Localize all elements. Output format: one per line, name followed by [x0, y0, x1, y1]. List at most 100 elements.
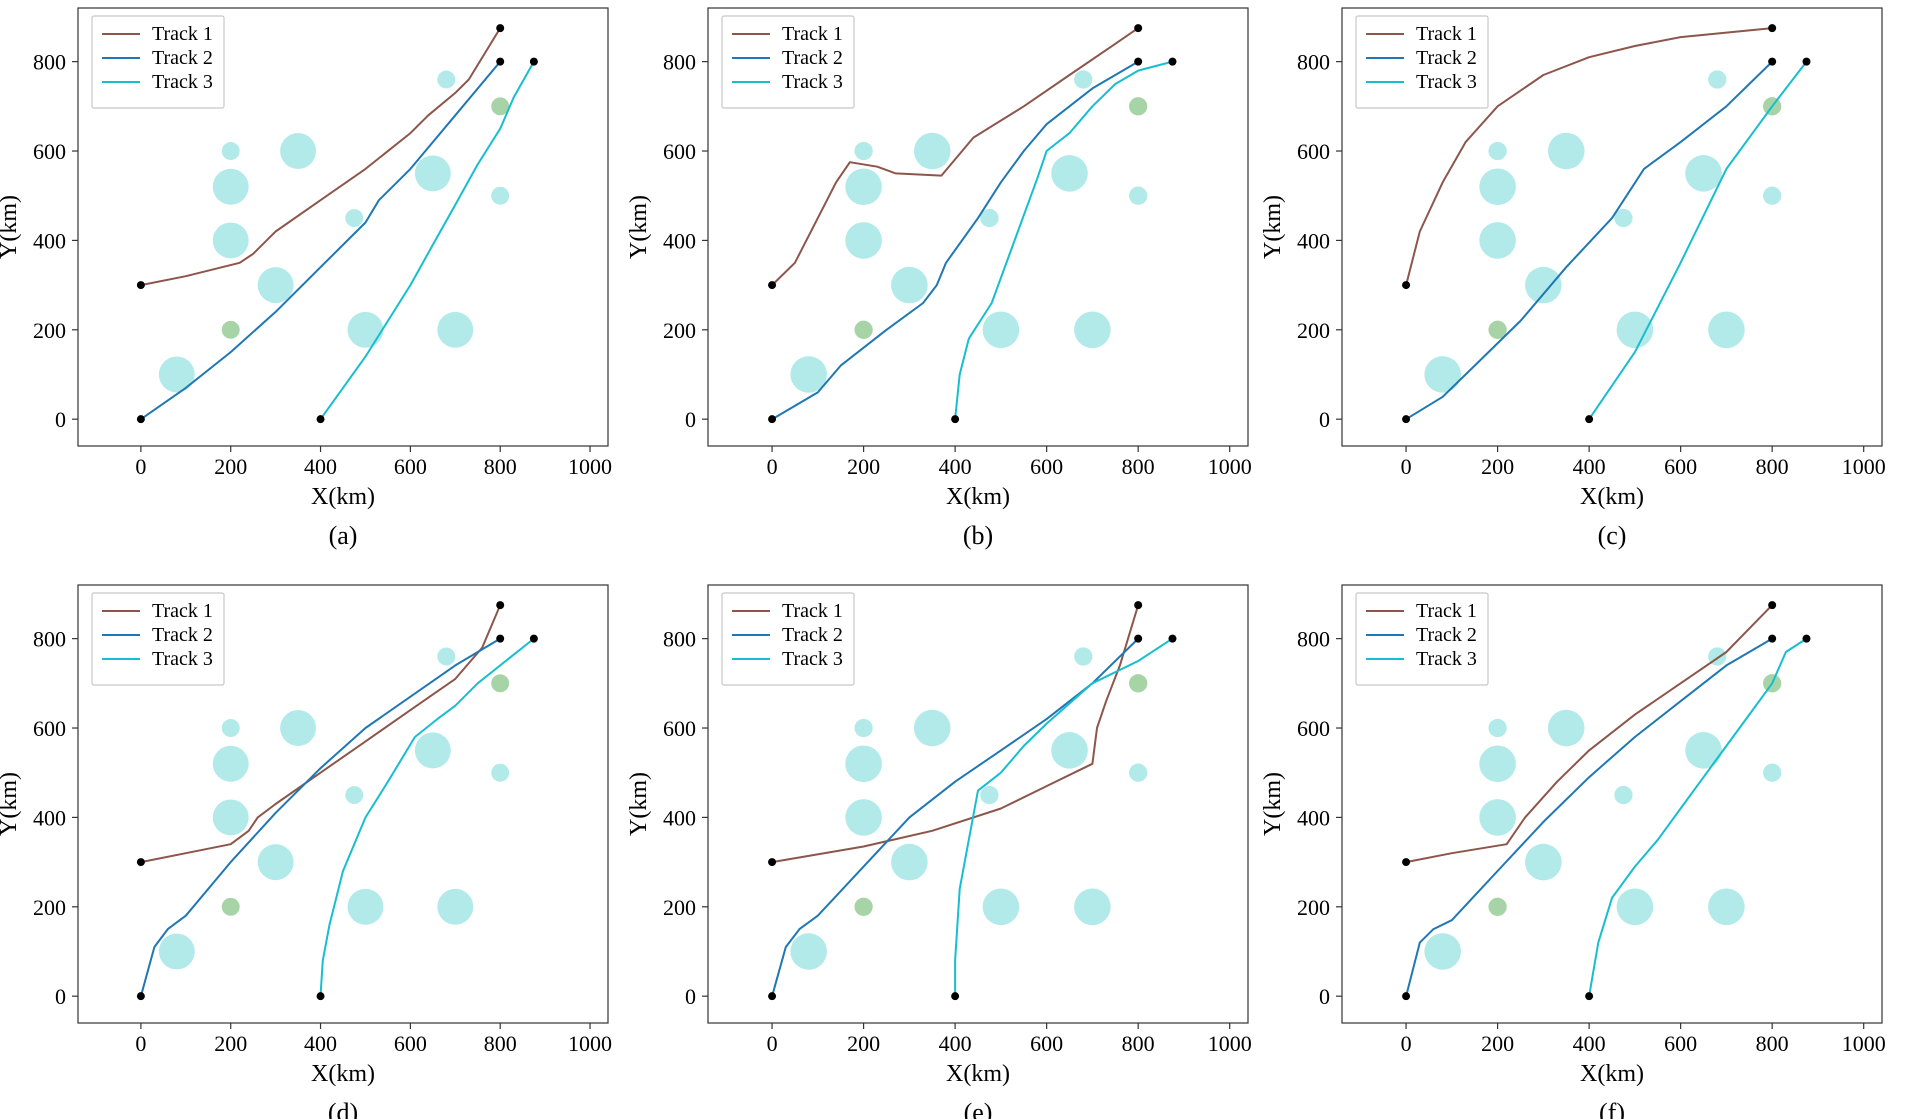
obstacle-circle — [980, 785, 999, 805]
x-tick-label: 1000 — [1842, 1031, 1886, 1056]
panel-label: (c) — [1598, 521, 1627, 550]
obstacle-circle — [1708, 70, 1727, 89]
special-zone-circle — [1488, 897, 1507, 916]
legend-label-track-1: Track 1 — [782, 600, 843, 622]
y-axis-label: Y(km) — [626, 195, 652, 259]
track-3-line — [319, 61, 535, 420]
obstacle-circle — [347, 311, 384, 348]
panel-label: (d) — [328, 1098, 358, 1119]
track-3-line — [954, 637, 1174, 997]
y-tick-label: 800 — [33, 50, 66, 75]
legend-box — [91, 592, 225, 686]
obstacle-circle — [1708, 888, 1745, 926]
panel-label: (f) — [1599, 1098, 1625, 1119]
y-tick-label: 400 — [33, 228, 66, 253]
obstacle-circle — [845, 799, 882, 836]
endpoint-marker — [316, 992, 325, 1001]
track-1-line — [771, 27, 1139, 286]
x-tick-label: 400 — [939, 454, 972, 479]
obstacle-circle — [257, 844, 294, 881]
y-tick-label: 200 — [663, 318, 696, 343]
special-zone-circle — [1129, 674, 1148, 693]
special-zone-circle — [854, 897, 873, 916]
obstacle-circle — [1074, 70, 1093, 89]
x-tick-label: 600 — [1664, 1031, 1697, 1056]
endpoint-marker — [768, 415, 777, 424]
track-1-line — [140, 604, 502, 864]
endpoint-marker — [951, 415, 960, 424]
y-tick-label: 0 — [685, 407, 696, 432]
track-3-line — [319, 637, 535, 997]
y-tick-label: 400 — [663, 228, 696, 253]
endpoint-marker — [1402, 281, 1411, 290]
panel-label: (e) — [964, 1098, 993, 1119]
endpoint-marker — [1802, 634, 1811, 643]
x-tick-label: 0 — [767, 1031, 778, 1056]
obstacle-circle — [854, 141, 873, 161]
panel-label: (b) — [963, 521, 993, 550]
obstacle-circle — [221, 142, 240, 161]
obstacle-circle — [913, 132, 951, 170]
obstacle-circle — [1708, 311, 1745, 349]
legend-label-track-2: Track 2 — [782, 624, 843, 646]
obstacle-circle — [1129, 763, 1148, 782]
y-tick-label: 800 — [1297, 627, 1330, 652]
track-3-line — [1588, 637, 1808, 997]
obstacle-circle — [790, 356, 827, 393]
obstacle-circle — [212, 799, 249, 836]
obstacle-circle — [982, 888, 1020, 926]
obstacle-circle — [212, 745, 249, 782]
legend-label-track-3: Track 3 — [152, 648, 213, 670]
panel-a: 0 200 400 600 800 1000 0 200 400 600 800 X(km) Y(km)… — [0, 7, 612, 550]
track-1-line — [1405, 604, 1773, 864]
y-tick-label: 600 — [1297, 139, 1330, 164]
endpoint-marker — [1585, 415, 1594, 424]
obstacle-circle — [437, 70, 456, 89]
legend-box — [1355, 15, 1489, 109]
obstacle-circle — [1763, 763, 1782, 782]
x-tick-label: 600 — [394, 454, 427, 479]
plot-area — [1402, 601, 1811, 1001]
obstacle-circle — [1616, 888, 1654, 926]
y-tick-label: 400 — [1297, 228, 1330, 253]
legend-label-track-3: Track 3 — [782, 71, 843, 93]
obstacle-circle — [257, 267, 294, 304]
obstacle-circle — [1424, 356, 1461, 393]
endpoint-marker — [1768, 24, 1777, 33]
x-tick-label: 1000 — [568, 1031, 612, 1056]
plot-area — [1402, 24, 1811, 424]
legend-box — [91, 15, 225, 109]
y-tick-label: 600 — [663, 139, 696, 164]
x-tick-label: 800 — [1122, 1031, 1155, 1056]
obstacle-circle — [1074, 647, 1093, 666]
endpoint-marker — [951, 992, 960, 1001]
x-tick-label: 600 — [394, 1031, 427, 1056]
endpoint-marker — [1768, 634, 1777, 643]
y-tick-label: 400 — [663, 805, 696, 830]
x-tick-label: 1000 — [1842, 454, 1886, 479]
legend-label-track-3: Track 3 — [1416, 648, 1477, 670]
endpoint-marker — [1134, 57, 1143, 66]
x-tick-label: 400 — [304, 1031, 337, 1056]
obstacle-circle — [414, 155, 451, 192]
endpoint-marker — [496, 601, 505, 610]
special-zone-circle — [221, 897, 240, 916]
endpoint-marker — [1168, 57, 1177, 66]
endpoint-marker — [1134, 634, 1143, 643]
x-tick-label: 200 — [847, 1031, 880, 1056]
legend-label-track-2: Track 2 — [152, 624, 213, 646]
obstacle-circle — [221, 719, 240, 738]
special-zone-circle — [221, 320, 240, 339]
obstacle-circle — [437, 311, 474, 348]
endpoint-marker — [1802, 57, 1811, 66]
track-3-line — [954, 60, 1173, 420]
obstacle-circle — [1488, 141, 1507, 161]
endpoint-marker — [136, 858, 145, 867]
special-zone-circle — [854, 320, 873, 339]
legend-label-track-2: Track 2 — [1416, 47, 1477, 69]
y-tick-label: 400 — [33, 805, 66, 830]
panel-label: (a) — [329, 521, 358, 550]
track-1-line — [771, 604, 1140, 864]
